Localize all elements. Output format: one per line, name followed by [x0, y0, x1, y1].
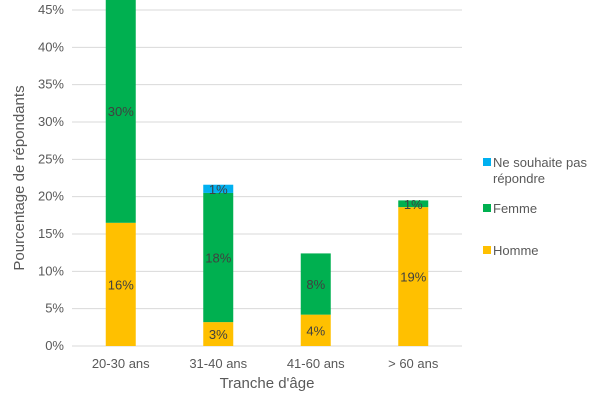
- bar-segment: [105, 222, 136, 346]
- bar-segment: [300, 253, 331, 315]
- data-label: 4%: [306, 323, 325, 338]
- legend-label: Ne souhaite pas répondre: [493, 155, 587, 186]
- legend-swatch: [483, 204, 491, 212]
- data-label: 8%: [306, 277, 325, 292]
- y-tick-label: 20%: [38, 189, 64, 204]
- bar-segment: [398, 207, 429, 346]
- y-tick-label: 15%: [38, 226, 64, 241]
- data-label: 1%: [404, 197, 423, 212]
- data-label: 16%: [108, 277, 134, 292]
- bar-segment: [398, 200, 429, 208]
- y-tick-label: 35%: [38, 77, 64, 92]
- bar-segment: [300, 314, 331, 346]
- bar-segment: [203, 192, 234, 323]
- bar-segment: [203, 322, 234, 346]
- data-label: 1%: [209, 182, 228, 197]
- y-tick-label: 10%: [38, 263, 64, 278]
- legend-swatch: [483, 246, 491, 254]
- y-tick-label: 5%: [45, 301, 64, 316]
- data-label: 18%: [205, 251, 231, 266]
- y-tick-label: 45%: [38, 2, 64, 17]
- bar-segment: [105, 0, 136, 223]
- y-tick-label: 40%: [38, 39, 64, 54]
- legend-label: Femme: [493, 201, 537, 216]
- y-tick-label: 30%: [38, 114, 64, 129]
- x-tick-label: 31-40 ans: [189, 356, 247, 371]
- legend-label: Homme: [493, 243, 539, 258]
- data-label: 3%: [209, 327, 228, 342]
- data-label: 30%: [108, 104, 134, 119]
- x-tick-label: > 60 ans: [388, 356, 439, 371]
- x-axis-title: Tranche d'âge: [220, 375, 315, 392]
- y-tick-label: 0%: [45, 338, 64, 353]
- y-axis-title: Pourcentage de répondants: [11, 85, 28, 270]
- x-tick-label: 41-60 ans: [287, 356, 345, 371]
- x-tick-label: 20-30 ans: [92, 356, 150, 371]
- data-label: 19%: [400, 270, 426, 285]
- legend-swatch: [483, 158, 491, 166]
- bar-segment: [203, 184, 234, 193]
- y-tick-label: 25%: [38, 151, 64, 166]
